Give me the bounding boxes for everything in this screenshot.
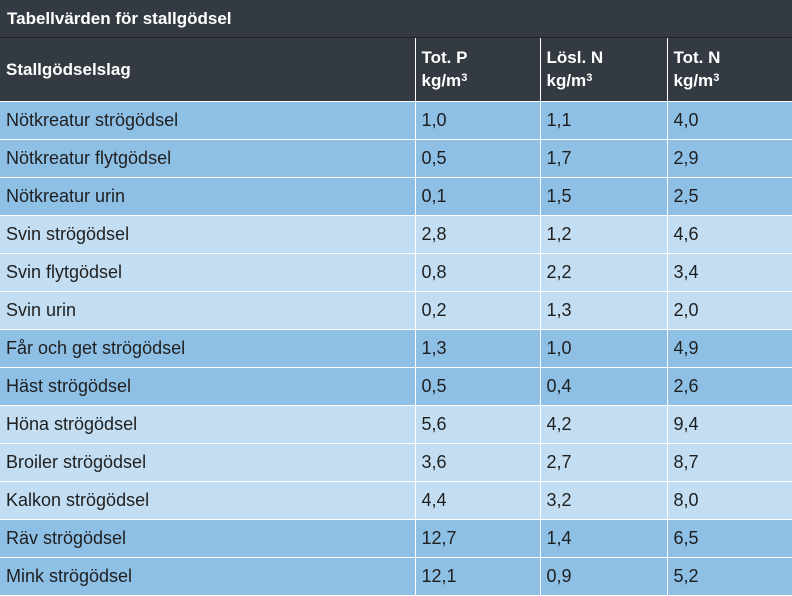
cell-total-n: 4,9 <box>666 329 792 368</box>
cell-manure-type: Broiler strögödsel <box>0 443 415 482</box>
table-row: Nötkreatur flytgödsel 0,5 1,7 2,9 <box>0 139 792 178</box>
table-row: Får och get strögödsel 1,3 1,0 4,9 <box>0 329 792 368</box>
cell-total-p: 0,8 <box>414 253 540 292</box>
cell-soluble-n: 1,0 <box>539 329 667 368</box>
cell-soluble-n: 0,4 <box>539 367 667 406</box>
table-row: Broiler strögödsel 3,6 2,7 8,7 <box>0 443 792 482</box>
cell-total-p: 1,0 <box>414 101 540 140</box>
cell-total-n: 6,5 <box>666 519 792 558</box>
cell-manure-type: Svin flytgödsel <box>0 253 415 292</box>
cell-soluble-n: 4,2 <box>539 405 667 444</box>
cell-soluble-n: 1,2 <box>539 215 667 254</box>
cell-total-n: 2,0 <box>666 291 792 330</box>
cell-total-p: 0,5 <box>414 139 540 178</box>
table-row: Svin strögödsel 2,8 1,2 4,6 <box>0 215 792 254</box>
header-soluble-n: Lösl. N kg/m3 <box>539 38 667 102</box>
table-title: Tabellvärden för stallgödsel <box>0 0 792 38</box>
cell-total-p: 12,1 <box>414 557 540 596</box>
table-row: Höna strögödsel 5,6 4,2 9,4 <box>0 405 792 444</box>
cell-manure-type: Svin strögödsel <box>0 215 415 254</box>
cell-total-n: 2,5 <box>666 177 792 216</box>
cell-total-p: 5,6 <box>414 405 540 444</box>
cell-manure-type: Räv strögödsel <box>0 519 415 558</box>
cell-total-p: 4,4 <box>414 481 540 520</box>
header-total-n: Tot. N kg/m3 <box>666 38 792 102</box>
table-title-text: Tabellvärden för stallgödsel <box>7 8 232 28</box>
table-row: Svin urin 0,2 1,3 2,0 <box>0 291 792 330</box>
cell-manure-type: Höna strögödsel <box>0 405 415 444</box>
cell-soluble-n: 2,2 <box>539 253 667 292</box>
manure-values-table: Stallgödselslag Tot. P kg/m3 Lösl. N kg/… <box>0 38 792 596</box>
cell-total-n: 3,4 <box>666 253 792 292</box>
table-row: Svin flytgödsel 0,8 2,2 3,4 <box>0 253 792 292</box>
cell-soluble-n: 0,9 <box>539 557 667 596</box>
cell-total-p: 2,8 <box>414 215 540 254</box>
cell-soluble-n: 1,3 <box>539 291 667 330</box>
cell-manure-type: Mink strögödsel <box>0 557 415 596</box>
cell-total-p: 12,7 <box>414 519 540 558</box>
table-header-row: Stallgödselslag Tot. P kg/m3 Lösl. N kg/… <box>0 38 792 102</box>
cell-total-n: 8,0 <box>666 481 792 520</box>
cell-soluble-n: 1,7 <box>539 139 667 178</box>
cell-manure-type: Häst strögödsel <box>0 367 415 406</box>
cell-manure-type: Svin urin <box>0 291 415 330</box>
cell-total-p: 0,1 <box>414 177 540 216</box>
cell-total-n: 2,9 <box>666 139 792 178</box>
cell-manure-type: Får och get strögödsel <box>0 329 415 368</box>
table-row: Nötkreatur strögödsel 1,0 1,1 4,0 <box>0 101 792 140</box>
cell-total-n: 4,6 <box>666 215 792 254</box>
table-row: Nötkreatur urin 0,1 1,5 2,5 <box>0 177 792 216</box>
cell-total-p: 0,2 <box>414 291 540 330</box>
cell-total-n: 4,0 <box>666 101 792 140</box>
table-row: Häst strögödsel 0,5 0,4 2,6 <box>0 367 792 406</box>
header-manure-type: Stallgödselslag <box>0 38 415 102</box>
cell-manure-type: Nötkreatur flytgödsel <box>0 139 415 178</box>
cell-total-p: 1,3 <box>414 329 540 368</box>
cell-total-p: 0,5 <box>414 367 540 406</box>
cell-manure-type: Kalkon strögödsel <box>0 481 415 520</box>
cell-soluble-n: 1,1 <box>539 101 667 140</box>
cell-soluble-n: 1,5 <box>539 177 667 216</box>
table-row: Mink strögödsel 12,1 0,9 5,2 <box>0 557 792 596</box>
table-row: Kalkon strögödsel 4,4 3,2 8,0 <box>0 481 792 520</box>
cell-soluble-n: 3,2 <box>539 481 667 520</box>
cell-total-n: 9,4 <box>666 405 792 444</box>
table-row: Räv strögödsel 12,7 1,4 6,5 <box>0 519 792 558</box>
cell-manure-type: Nötkreatur strögödsel <box>0 101 415 140</box>
cell-total-n: 5,2 <box>666 557 792 596</box>
cell-soluble-n: 2,7 <box>539 443 667 482</box>
cell-soluble-n: 1,4 <box>539 519 667 558</box>
header-total-p: Tot. P kg/m3 <box>414 38 540 102</box>
cell-total-n: 2,6 <box>666 367 792 406</box>
cell-total-n: 8,7 <box>666 443 792 482</box>
cell-total-p: 3,6 <box>414 443 540 482</box>
cell-manure-type: Nötkreatur urin <box>0 177 415 216</box>
